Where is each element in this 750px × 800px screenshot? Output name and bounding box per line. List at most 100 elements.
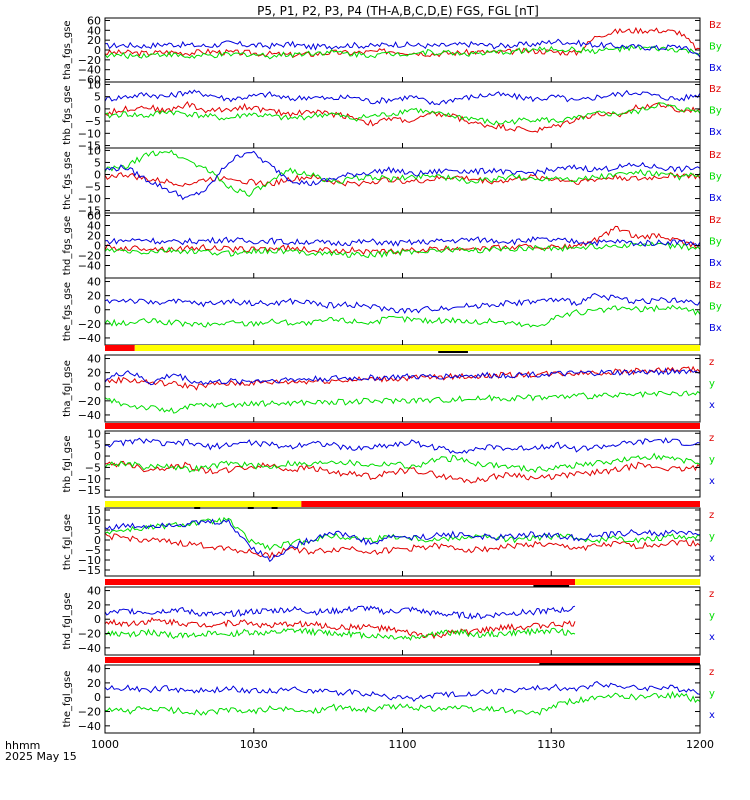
legend-entry-Bz: Bz	[709, 20, 721, 31]
y-tick-label: 10	[87, 144, 101, 157]
series-line-y	[104, 627, 576, 641]
series-line-x	[104, 367, 701, 386]
y-tick-label: 20	[87, 290, 101, 303]
series-line-Bx	[104, 89, 701, 106]
y-tick-label: −40	[78, 642, 101, 655]
mode-bar-segment	[301, 501, 700, 507]
y-tick-label: 0	[94, 240, 101, 253]
legend-entry-y: y	[709, 611, 715, 622]
y-tick-label: −40	[78, 260, 101, 273]
panel-frame	[104, 17, 701, 83]
y-tick-label: −20	[78, 395, 101, 408]
mode-bar-mark	[533, 585, 570, 587]
legend-entry-x: x	[709, 632, 715, 643]
legend-entry-y: y	[709, 689, 715, 700]
y-tick-label: −15	[78, 205, 101, 218]
y-tick-label: 10	[87, 78, 101, 91]
series-line-Bx	[104, 150, 701, 201]
series-line-By	[104, 44, 701, 60]
legend-entry-By: By	[709, 42, 722, 53]
legend-entry-y: y	[709, 532, 715, 543]
y-tick-label: −5	[85, 544, 101, 557]
legend-entry-z: z	[709, 433, 714, 444]
series-line-Bz	[104, 100, 701, 133]
mode-bar-segment	[105, 501, 302, 507]
series-line-By	[104, 241, 701, 259]
y-tick-label: 60	[87, 14, 101, 27]
mode-bar-mark	[247, 507, 254, 509]
y-axis-label: the_fgs_gse	[62, 282, 73, 341]
mode-bar-segment	[105, 657, 700, 663]
y-tick-label: 20	[87, 230, 101, 243]
y-tick-label: 20	[87, 599, 101, 612]
panel-frame	[104, 354, 701, 423]
y-tick-label: 5	[94, 91, 101, 104]
series-line-x	[104, 518, 701, 563]
mode-bars-group	[105, 345, 700, 665]
y-tick-label: 40	[87, 276, 101, 289]
series-line-x	[104, 605, 576, 620]
y-tick-label: 40	[87, 24, 101, 37]
y-tick-label: −10	[78, 473, 101, 486]
mode-bar-segment	[105, 423, 700, 429]
x-tick-label: 1030	[240, 738, 268, 751]
y-tick-label: −20	[78, 250, 101, 263]
series-line-By	[104, 102, 701, 126]
y-tick-label: 0	[94, 450, 101, 463]
x-tick-label: 1100	[389, 738, 417, 751]
chart-title: P5, P1, P2, P3, P4 (TH-A,B,C,D,E) FGS, F…	[257, 4, 539, 18]
series-line-Bx	[104, 293, 701, 314]
panel-frame	[104, 212, 701, 279]
x-axis: 1000 1030 1100 1130 1200	[91, 77, 714, 751]
mode-bar-mark	[194, 507, 201, 509]
y-tick-label: −60	[78, 74, 101, 87]
legend-entry-z: z	[709, 510, 714, 521]
legend-entry-Bz: Bz	[709, 280, 721, 291]
legend-entry-x: x	[709, 476, 715, 487]
x-tick-label: 1200	[686, 738, 714, 751]
y-tick-label: 40	[87, 353, 101, 366]
y-tick-label: 60	[87, 210, 101, 223]
y-tick-label: 0	[94, 381, 101, 394]
y-tick-label: 10	[87, 514, 101, 527]
legend-entry-Bz: Bz	[709, 215, 721, 226]
series-line-z	[105, 460, 701, 484]
y-tick-label: 20	[87, 677, 101, 690]
y-axis-label: thd_fgs_gse	[62, 216, 73, 275]
legend-entry-z: z	[709, 589, 714, 600]
mode-bar-mark	[539, 663, 700, 665]
series-line-Bx	[104, 38, 701, 58]
y-tick-label: 0	[94, 691, 101, 704]
x-tick-label: 1000	[91, 738, 119, 751]
mode-bar-segment	[105, 345, 135, 351]
panel-frame	[104, 586, 701, 656]
y-tick-label: 0	[94, 44, 101, 57]
y-tick-label: −40	[78, 409, 101, 422]
series-line-y	[104, 516, 701, 551]
y-tick-label: −5	[85, 115, 101, 128]
series-line-Bz	[104, 172, 701, 187]
y-tick-label: −20	[78, 318, 101, 331]
series-line-x	[104, 681, 701, 703]
legend-entry-By: By	[709, 172, 722, 183]
y-tick-label: 0	[94, 613, 101, 626]
legend-entry-Bx: Bx	[709, 258, 722, 269]
series-line-z	[104, 617, 576, 640]
legend-entry-y: y	[709, 455, 715, 466]
y-tick-label: 0	[94, 103, 101, 116]
mode-bar-mark	[438, 351, 468, 353]
y-tick-label: −20	[78, 706, 101, 719]
y-tick-label: 5	[94, 156, 101, 169]
legend-entry-z: z	[709, 357, 714, 368]
y-tick-label: 0	[94, 168, 101, 181]
series-line-Bz	[104, 225, 701, 255]
